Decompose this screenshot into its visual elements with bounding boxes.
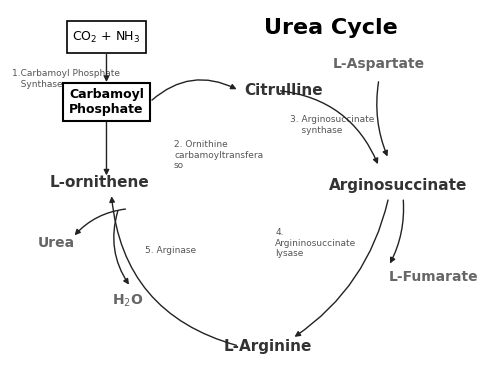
Text: H$_2$O: H$_2$O: [112, 292, 144, 308]
Text: 4.
Argininosuccinate
lysase: 4. Argininosuccinate lysase: [276, 228, 356, 258]
Text: Carbamoyl
Phosphate: Carbamoyl Phosphate: [69, 88, 144, 116]
Text: Citrulline: Citrulline: [244, 83, 322, 98]
Text: CO$_2$ + NH$_3$: CO$_2$ + NH$_3$: [72, 29, 140, 45]
FancyBboxPatch shape: [66, 21, 146, 53]
Text: 2. Ornithine
carbamoyltransfera
so: 2. Ornithine carbamoyltransfera so: [174, 140, 263, 170]
Text: L-Arginine: L-Arginine: [224, 339, 312, 354]
Text: 1.Carbamoyl Phosphate
   Synthase: 1.Carbamoyl Phosphate Synthase: [12, 69, 120, 89]
Text: L-Fumarate: L-Fumarate: [388, 271, 478, 284]
Text: 3. Arginosuccinate
    synthase: 3. Arginosuccinate synthase: [290, 115, 374, 135]
Text: L-Aspartate: L-Aspartate: [333, 57, 425, 71]
FancyBboxPatch shape: [63, 83, 150, 121]
Text: Urea: Urea: [38, 236, 74, 250]
Text: Urea Cycle: Urea Cycle: [264, 18, 398, 38]
Text: L-ornithene: L-ornithene: [50, 175, 149, 190]
Text: Arginosuccinate: Arginosuccinate: [329, 178, 468, 194]
Text: 5. Arginase: 5. Arginase: [145, 246, 196, 255]
